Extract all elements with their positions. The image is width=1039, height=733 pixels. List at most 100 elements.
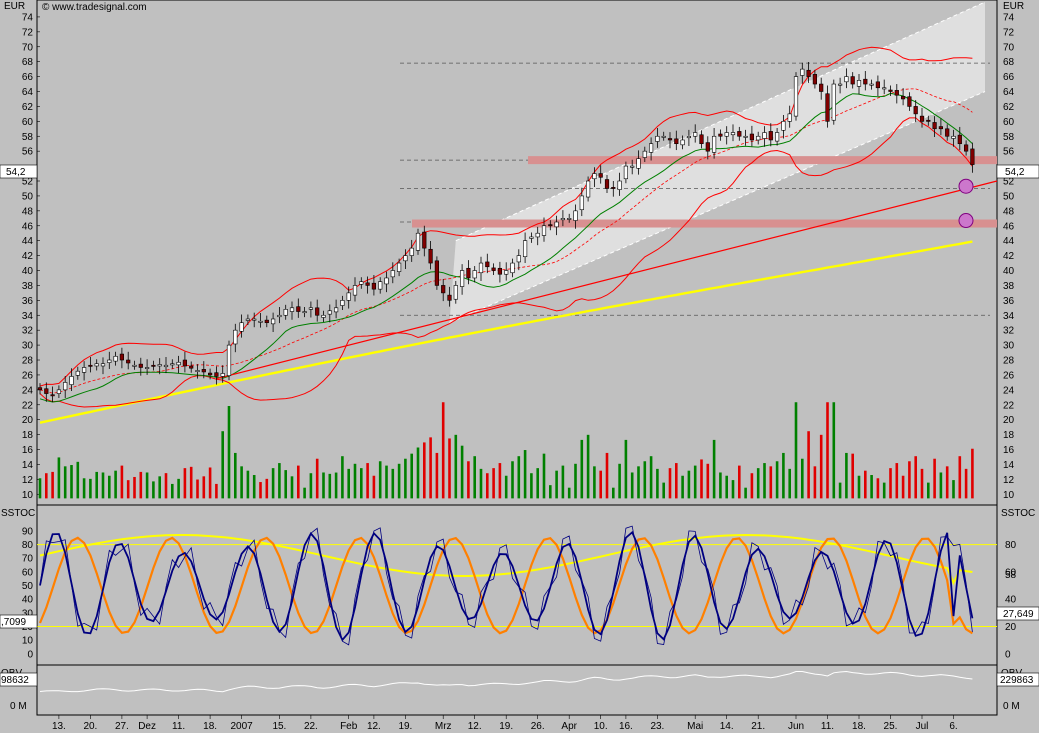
volume-bar xyxy=(322,472,325,499)
ma200-line xyxy=(39,240,973,424)
price-tick-label: 12 xyxy=(22,475,34,486)
obv-line xyxy=(39,670,973,693)
date-tick-label: 14. xyxy=(720,721,734,732)
candle-body xyxy=(132,364,137,367)
price-tick-label: 36 xyxy=(1003,296,1015,307)
price-tick-label: 22 xyxy=(1003,400,1015,411)
volume-bar xyxy=(719,472,722,499)
candle-body xyxy=(932,122,937,130)
volume-bar xyxy=(964,468,968,499)
candle-body xyxy=(333,307,339,313)
volume-bar xyxy=(353,463,357,499)
volume-bar xyxy=(574,463,577,499)
price-tick-label: 30 xyxy=(22,341,34,352)
price-tick-label: 34 xyxy=(22,311,34,322)
volume-bar xyxy=(309,473,313,499)
volume-bar xyxy=(920,468,924,499)
date-tick-label: 12. xyxy=(367,721,381,732)
volume-bar xyxy=(397,463,401,499)
candle-body xyxy=(686,135,691,139)
price-tick-label: 52 xyxy=(1003,177,1015,188)
volume-bar xyxy=(763,463,766,499)
volume-bar xyxy=(45,473,48,499)
price-axis-left: 10 12 14 16 18 20 22 24 26 28 30 32 34 36 38 40 42 44 46 48… xyxy=(22,12,34,500)
candle-body xyxy=(648,143,654,153)
stochastic-tick-label: 58 xyxy=(1005,570,1017,581)
candle-body xyxy=(107,359,112,363)
date-tick-label: Jul xyxy=(916,721,929,732)
volume-bar xyxy=(794,402,798,499)
volume-bar xyxy=(542,453,546,499)
volume-bar xyxy=(958,456,962,499)
volume-bar xyxy=(738,465,741,499)
candle-body xyxy=(359,281,364,285)
support-zone-upper xyxy=(528,156,997,165)
candle-body xyxy=(327,310,332,315)
ma20-line xyxy=(39,92,973,403)
stochastic-tick-label: 50 xyxy=(22,581,34,592)
candle-body xyxy=(365,282,370,286)
volume-bar xyxy=(593,466,596,499)
volume-bar xyxy=(271,468,275,499)
currency-label-left: EUR xyxy=(4,1,25,12)
volume-bar xyxy=(901,475,905,499)
support-zones xyxy=(412,156,997,228)
price-tick-label: 34 xyxy=(1003,311,1015,322)
candle-body xyxy=(762,132,767,139)
candle-body xyxy=(812,74,817,85)
candle-body xyxy=(239,322,244,332)
volume-bar xyxy=(164,473,168,499)
volume-bar xyxy=(511,461,514,499)
volume-bar xyxy=(171,483,174,499)
stochastic-tick-label: 80 xyxy=(22,540,34,551)
candle-body xyxy=(403,255,408,262)
candle-body xyxy=(472,270,477,279)
volume-bar xyxy=(284,470,287,499)
trend-line xyxy=(216,180,998,380)
candle-body xyxy=(396,262,402,272)
candle-body xyxy=(504,270,509,275)
candle-body xyxy=(888,89,893,92)
candle-body xyxy=(409,247,414,256)
last-price-value-right: 54,2 xyxy=(1005,167,1025,178)
price-tick-label: 40 xyxy=(22,266,34,277)
price-axis-right: 10 12 14 16 18 20 22 24 26 28 30 32 34 36 38 40 42 44 46 48… xyxy=(1003,12,1015,500)
stochastic-tick-label: 10 xyxy=(22,636,34,647)
stochastic-fast-line xyxy=(39,530,974,642)
candle-body xyxy=(787,113,792,122)
volume-bar xyxy=(196,479,199,499)
candle-body xyxy=(875,81,880,89)
volume-bar xyxy=(448,438,451,499)
price-tick-label: 36 xyxy=(22,296,34,307)
candle-body xyxy=(208,372,213,376)
bollinger-lower-line xyxy=(39,117,973,408)
volume-bar xyxy=(208,467,212,499)
price-tick-label: 28 xyxy=(1003,356,1015,367)
candle-body xyxy=(69,376,74,385)
candle-body xyxy=(585,180,591,198)
candlesticks xyxy=(37,62,975,403)
volume-bar xyxy=(675,463,678,499)
volume-bar xyxy=(76,461,80,499)
candle-body xyxy=(447,294,452,301)
candle-body xyxy=(661,135,666,138)
candle-body xyxy=(869,83,874,86)
candle-body xyxy=(384,277,389,285)
stochastic-tick-label: 90 xyxy=(22,526,34,537)
candle-body xyxy=(699,134,704,145)
candle-body xyxy=(863,78,868,85)
volume-bar xyxy=(624,439,628,499)
volume-bar xyxy=(246,470,250,499)
stochastic-tick-label: 60 xyxy=(1005,567,1017,578)
candle-body xyxy=(623,165,628,180)
price-tick-label: 72 xyxy=(1003,27,1015,38)
candle-body xyxy=(453,285,458,300)
volume-bar xyxy=(183,468,187,499)
candle-body xyxy=(176,361,181,366)
candle-body xyxy=(617,180,622,190)
candle-body xyxy=(850,76,855,85)
price-tick-label: 68 xyxy=(22,57,34,68)
volume-bar xyxy=(492,468,495,499)
candle-body xyxy=(743,135,748,138)
